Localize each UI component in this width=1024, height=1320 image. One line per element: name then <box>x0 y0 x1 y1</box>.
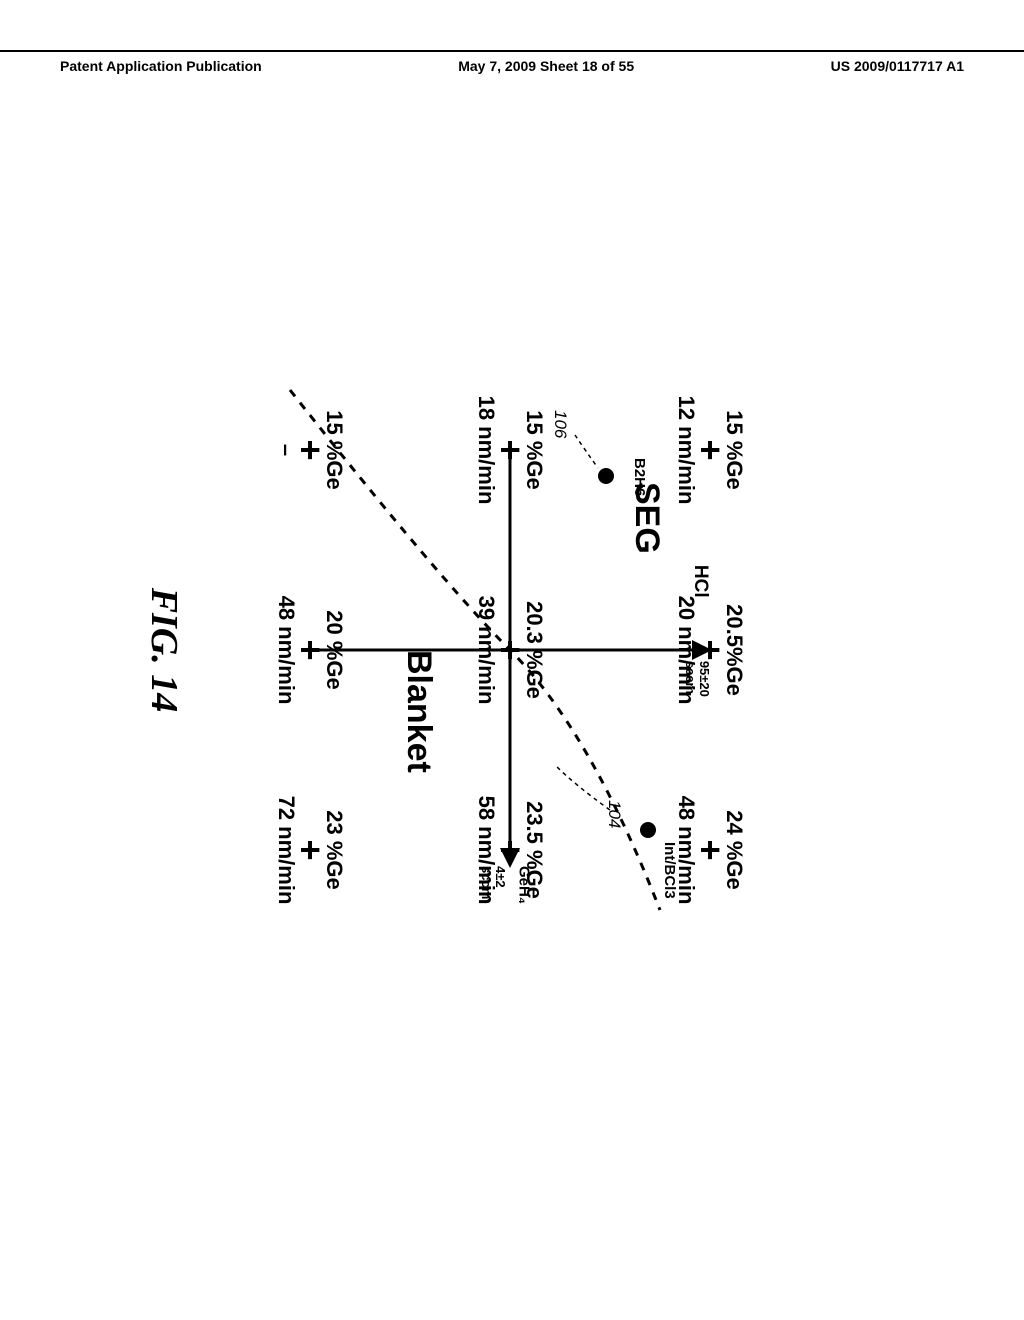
pt-bot-left: 15 %Ge + – <box>210 350 410 550</box>
dot-104 <box>640 822 656 838</box>
page-header: Patent Application Publication May 7, 20… <box>0 50 1024 74</box>
y-axis-label: HCl <box>689 565 710 598</box>
diagram-rotated: 15 %Ge + 12 nm/min 20.5%Ge + 20 nm/min 2… <box>210 350 810 950</box>
plus-icon: + <box>699 439 721 460</box>
region-label-blanket: Blanket <box>399 650 438 773</box>
plus-icon: + <box>299 839 321 860</box>
arrow-up-icon <box>692 640 712 660</box>
rate-label: 12 nm/min <box>673 396 699 505</box>
x-axis-sublabel: 4±2 sccm <box>479 866 508 899</box>
pt-bot-right: 23 %Ge + 72 nm/min <box>210 750 410 950</box>
plus-icon: + <box>699 839 721 860</box>
header-center: May 7, 2009 Sheet 18 of 55 <box>398 58 694 74</box>
ref-104: 104 <box>604 800 624 828</box>
dot-106-label: B2H6 <box>631 458 648 496</box>
figure-14: 15 %Ge + 12 nm/min 20.5%Ge + 20 nm/min 2… <box>120 260 900 1040</box>
header-left: Patent Application Publication <box>0 58 322 74</box>
rate-label: 72 nm/min <box>273 796 299 905</box>
rate-label: – <box>273 444 299 456</box>
dot-106 <box>598 468 614 484</box>
x-axis-label: GeH₄ <box>515 866 532 904</box>
rate-label: 18 nm/min <box>473 396 499 505</box>
y-axis-sublabel: 95±20 sccm <box>682 661 711 697</box>
pt-top-right: 24 %Ge + 48 nm/min <box>610 750 810 950</box>
dot-104-label: Int/BCl3 <box>661 842 678 899</box>
rate-label: 48 nm/min <box>273 596 299 705</box>
y-axis <box>310 649 711 652</box>
ref-106: 106 <box>550 410 570 438</box>
figure-caption: FIG. 14 <box>142 588 186 713</box>
plus-icon: + <box>299 439 321 460</box>
header-right: US 2009/0117717 A1 <box>771 58 1024 74</box>
